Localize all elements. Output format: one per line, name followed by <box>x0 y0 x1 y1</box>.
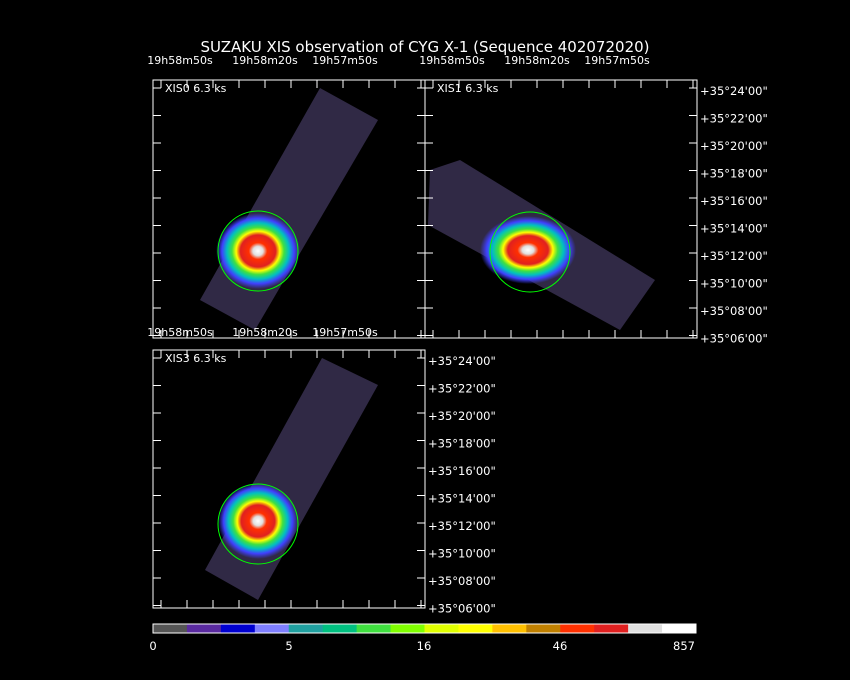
ra-tick-label: 19h57m50s <box>312 326 378 339</box>
figure-title: SUZAKU XIS observation of CYG X-1 (Seque… <box>200 38 649 56</box>
colorbar-swatch <box>186 624 222 633</box>
colorbar-swatch <box>458 624 493 633</box>
colorbar-swatch <box>288 624 324 633</box>
panel-label: XIS3 6.3 ks <box>165 352 227 365</box>
panel-frame <box>152 349 426 609</box>
dec-tick-label: +35°12'00" <box>428 519 496 533</box>
dec-tick-label: +35°14'00" <box>428 492 496 506</box>
ra-tick-label: 19h58m50s <box>147 326 213 339</box>
colorbar-swatch <box>526 624 561 633</box>
dec-tick-label: +35°22'00" <box>428 382 496 396</box>
dec-tick-label: +35°24'00" <box>700 84 768 98</box>
panel-xis1: XIS1 6.3 ks 19h58m50s 19h58m20s 19h57m50… <box>419 54 698 339</box>
dec-tick-label: +35°24'00" <box>428 354 496 368</box>
dec-tick-label: +35°12'00" <box>700 249 768 263</box>
colorbar-label: 857 <box>673 639 695 653</box>
dec-tick-label: +35°18'00" <box>428 437 496 451</box>
dec-tick-label: +35°06'00" <box>428 602 496 616</box>
source-blob <box>480 216 576 284</box>
dec-tick-label: +35°08'00" <box>700 304 768 318</box>
panel-label: XIS0 6.3 ks <box>165 82 227 95</box>
image-area <box>205 358 378 600</box>
dec-tick-label: +35°18'00" <box>700 167 768 181</box>
dec-tick-label: +35°14'00" <box>700 222 768 236</box>
axis-ticks <box>153 80 697 608</box>
colorbar-swatch <box>220 624 256 633</box>
colorbar-label: 0 <box>149 639 156 653</box>
ra-tick-label: 19h58m20s <box>504 54 570 67</box>
source-blob <box>218 483 298 559</box>
colorbar-swatch <box>628 624 663 633</box>
colorbar-swatch <box>390 624 425 633</box>
dec-tick-label: +35°20'00" <box>700 139 768 153</box>
source-region-circle <box>217 210 299 292</box>
colorbar-label: 16 <box>417 639 432 653</box>
image-area <box>200 88 378 330</box>
colorbar-swatch <box>560 624 595 633</box>
panel-frame <box>424 79 698 339</box>
panel-label: XIS1 6.3 ks <box>437 82 499 95</box>
ra-tick-label: 19h58m50s <box>419 54 485 67</box>
colorbar-swatch <box>153 624 188 633</box>
source-blob <box>216 213 300 289</box>
panel-xis3: XIS3 6.3 ks <box>152 349 426 609</box>
source-region-circle <box>217 483 299 565</box>
exposure-strip <box>205 358 378 600</box>
dec-tick-label: +35°06'00" <box>700 332 768 346</box>
ra-tick-label: 19h57m50s <box>312 54 378 67</box>
colorbar-swatch <box>356 624 392 633</box>
colorbar-swatch <box>662 624 697 633</box>
source-region-circle <box>489 211 571 293</box>
colorbar-swatch <box>492 624 527 633</box>
dec-tick-label: +35°16'00" <box>700 194 768 208</box>
colorbar-label: 5 <box>285 639 292 653</box>
colorbar: 0 5 16 46 857 <box>149 623 697 653</box>
colorbar-swatch <box>322 624 358 633</box>
exposure-strip <box>200 88 378 330</box>
ra-tick-label: 19h58m50s <box>147 54 213 67</box>
colorbar-swatch <box>254 624 290 633</box>
dec-tick-label: +35°08'00" <box>428 574 496 588</box>
ra-tick-label: 19h57m50s <box>584 54 650 67</box>
dec-labels: +35°24'00" +35°22'00" +35°20'00" +35°18'00"… <box>428 84 768 616</box>
dec-tick-label: +35°16'00" <box>428 464 496 478</box>
panel-xis0: XIS0 6.3 ks 19h58m50s 19h58m20s 19h57m50… <box>147 54 426 339</box>
ra-tick-label: 19h58m20s <box>232 54 298 67</box>
colorbar-swatch <box>424 624 459 633</box>
colorbar-frame <box>152 623 697 634</box>
dec-tick-label: +35°10'00" <box>428 547 496 561</box>
colorbar-label: 46 <box>553 639 568 653</box>
dec-tick-label: +35°10'00" <box>700 277 768 291</box>
dec-tick-label: +35°20'00" <box>428 409 496 423</box>
colorbar-swatch <box>594 624 629 633</box>
image-area <box>428 160 655 330</box>
dec-tick-label: +35°22'00" <box>700 112 768 126</box>
